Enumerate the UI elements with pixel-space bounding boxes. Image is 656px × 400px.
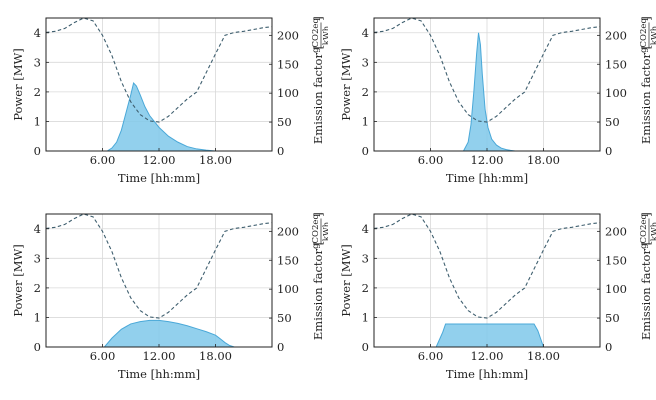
y-tick-label: 3: [362, 251, 369, 265]
x-axis-label: Time [hh:mm]: [446, 367, 528, 381]
y-axis-label: Power [MW]: [339, 48, 353, 121]
power-area: [106, 82, 216, 152]
y2-unit-denominator: kWh: [650, 221, 656, 241]
y-axis-label: Power [MW]: [11, 48, 25, 121]
y-tick-label: 2: [362, 281, 369, 295]
x-tick-label: 12.00: [471, 153, 504, 167]
x-tick-label: 18.00: [199, 349, 232, 363]
y-axis-label: Power [MW]: [339, 244, 353, 317]
x-tick-label: 12.00: [143, 153, 176, 167]
emission-factor-line: [373, 213, 601, 319]
chart-panel-3: 6.00 12.00 18.00 0 1 2 3 4 0 50 100 150 200 Time [hh:…: [0, 196, 332, 396]
y2-tick-label: 0: [605, 144, 612, 158]
power-area: [435, 323, 545, 348]
y2-unit-numerator: gCO2eq: [639, 18, 649, 53]
y2-axis-label-text: Emission factor [: [639, 45, 653, 144]
y-tick-label: 0: [362, 340, 369, 354]
y-tick-label: 1: [362, 310, 369, 324]
chart-svg: 6.00 12.00 18.00 0 1 2 3 4 0 50 100 150 200 Time [hh:…: [339, 16, 656, 185]
chart-svg: 6.00 12.00 18.00 0 1 2 3 4 0 50 100 150 200 Time [hh:…: [339, 212, 656, 381]
y2-unit-denominator: kWh: [650, 25, 656, 45]
y-tick-label: 1: [362, 114, 369, 128]
y2-tick-label: 200: [277, 28, 299, 42]
y2-axis-label-close: ]: [639, 212, 653, 217]
y2-axis-label: Emission factor [gCO2eq kWh]: [639, 212, 656, 340]
chart-svg: 6.00 12.00 18.00 0 1 2 3 4 0 50 100 150 200 Time [hh:…: [11, 16, 332, 185]
y2-axis-label-text: Emission factor [: [311, 45, 325, 144]
y2-unit-numerator: gCO2eq: [639, 214, 649, 249]
y2-tick-label: 50: [605, 115, 620, 129]
x-tick-label: 6.00: [418, 153, 444, 167]
x-tick-label: 18.00: [527, 349, 560, 363]
y-axis-label: Power [MW]: [11, 244, 25, 317]
x-tick-label: 18.00: [527, 153, 560, 167]
y2-tick-label: 200: [605, 28, 627, 42]
y2-axis-label-text: Emission factor [: [311, 241, 325, 340]
power-area: [463, 32, 516, 152]
y-tick-label: 2: [34, 281, 41, 295]
emission-factor-line: [45, 213, 273, 319]
x-tick-label: 18.00: [199, 153, 232, 167]
x-tick-label: 12.00: [471, 349, 504, 363]
y2-tick-label: 100: [277, 282, 299, 296]
emission-factor-line: [373, 17, 601, 123]
x-tick-label: 6.00: [418, 349, 444, 363]
y2-unit-denominator: kWh: [322, 25, 328, 45]
y-tick-label: 1: [34, 310, 41, 324]
y-tick-label: 0: [362, 144, 369, 158]
y2-axis-label-close: ]: [311, 16, 325, 21]
y2-tick-label: 50: [605, 311, 620, 325]
y-tick-label: 4: [362, 26, 369, 40]
chart-panel-2: 6.00 12.00 18.00 0 1 2 3 4 0 50 100 150 200 Time [hh:…: [328, 0, 656, 200]
y2-unit-numerator: gCO2eq: [311, 18, 321, 53]
y-tick-label: 1: [34, 114, 41, 128]
y2-axis-label: Emission factor [gCO2eq kWh]: [639, 16, 656, 144]
y-tick-label: 0: [34, 340, 41, 354]
emission-factor-line: [45, 17, 273, 123]
y-tick-label: 2: [34, 85, 41, 99]
y2-tick-label: 0: [605, 340, 612, 354]
y2-tick-label: 100: [605, 282, 627, 296]
x-tick-label: 12.00: [143, 349, 176, 363]
y2-tick-label: 200: [277, 224, 299, 238]
y-tick-label: 0: [34, 144, 41, 158]
y-tick-label: 2: [362, 85, 369, 99]
y2-tick-label: 50: [277, 311, 292, 325]
y-tick-label: 3: [362, 55, 369, 69]
x-axis-label: Time [hh:mm]: [118, 171, 200, 185]
y2-axis-label-close: ]: [639, 16, 653, 21]
y2-axis-label-close: ]: [311, 212, 325, 217]
y2-tick-label: 150: [605, 253, 627, 267]
y2-axis-label-text: Emission factor [: [639, 241, 653, 340]
y2-tick-label: 100: [277, 86, 299, 100]
y2-unit-numerator: gCO2eq: [311, 214, 321, 249]
y-tick-label: 4: [362, 222, 369, 236]
x-axis-label: Time [hh:mm]: [118, 367, 200, 381]
y2-tick-label: 150: [605, 57, 627, 71]
chart-panel-1: 6.00 12.00 18.00 0 1 2 3 4 0 50 100 150 200 Time [hh:…: [0, 0, 332, 200]
y2-tick-label: 0: [277, 340, 284, 354]
y-tick-label: 4: [34, 26, 41, 40]
power-area: [103, 319, 235, 348]
x-tick-label: 6.00: [90, 349, 116, 363]
x-axis-label: Time [hh:mm]: [446, 171, 528, 185]
x-tick-label: 6.00: [90, 153, 116, 167]
y2-tick-label: 0: [277, 144, 284, 158]
chart-panel-4: 6.00 12.00 18.00 0 1 2 3 4 0 50 100 150 200 Time [hh:…: [328, 196, 656, 396]
y-tick-label: 3: [34, 55, 41, 69]
y2-tick-label: 100: [605, 86, 627, 100]
y2-axis-label: Emission factor [gCO2eq kWh]: [311, 16, 332, 144]
y2-tick-label: 50: [277, 115, 292, 129]
y2-axis-label: Emission factor [gCO2eq kWh]: [311, 212, 332, 340]
y2-tick-label: 150: [277, 57, 299, 71]
y-tick-label: 4: [34, 222, 41, 236]
chart-svg: 6.00 12.00 18.00 0 1 2 3 4 0 50 100 150 200 Time [hh:…: [11, 212, 332, 381]
y2-tick-label: 150: [277, 253, 299, 267]
y2-unit-denominator: kWh: [322, 221, 328, 241]
y-tick-label: 3: [34, 251, 41, 265]
y2-tick-label: 200: [605, 224, 627, 238]
